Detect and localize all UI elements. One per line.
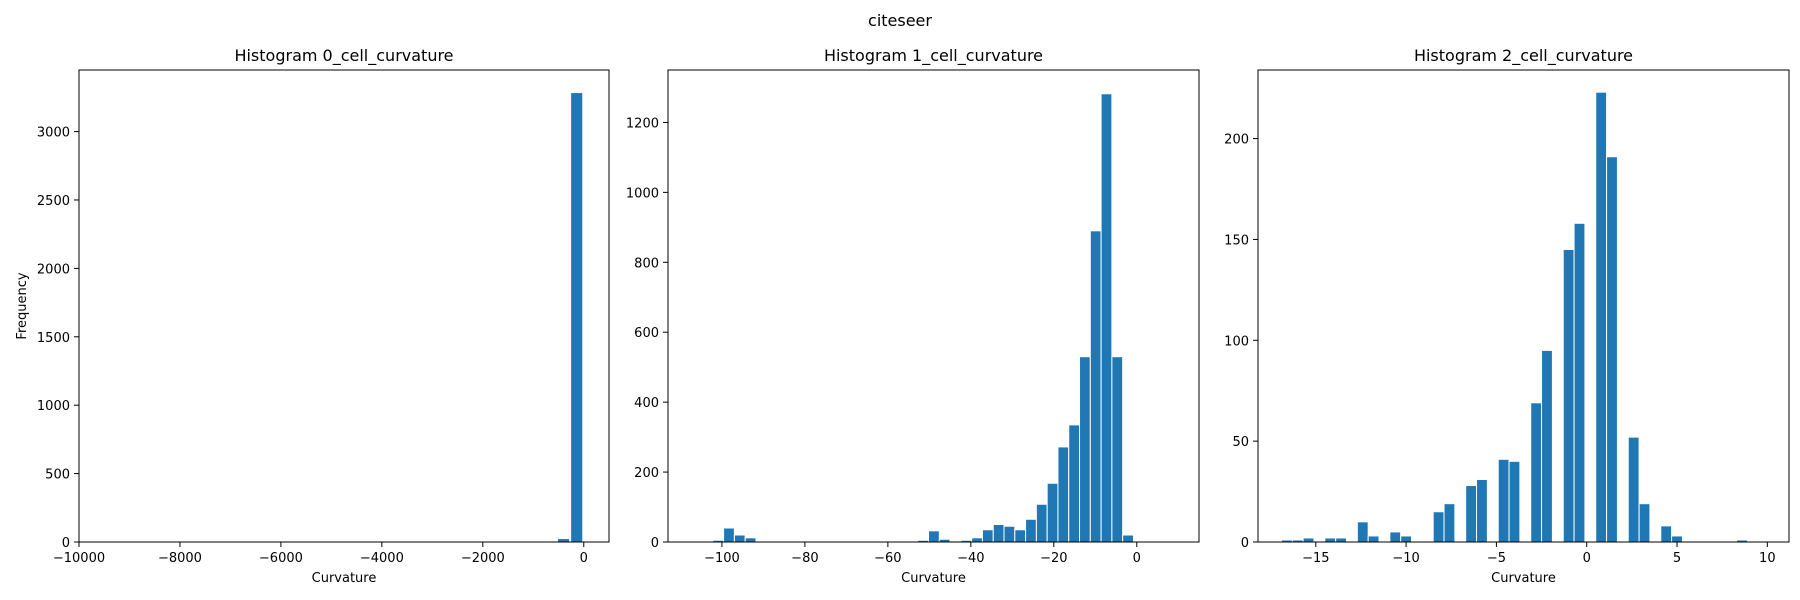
x-tick-label: −100 [704, 551, 740, 566]
x-tick-label: −80 [791, 551, 818, 566]
axes-frame [667, 69, 1200, 543]
x-tick-label: 10 [1759, 551, 1776, 566]
histogram-bar [981, 529, 994, 543]
histogram-bar [1465, 485, 1478, 543]
y-tick-label: 2000 [37, 262, 70, 277]
histogram-bar [1638, 503, 1651, 543]
y-axis-label: Frequency [15, 272, 30, 339]
axes-frame [78, 69, 610, 543]
y-tick-label: 500 [45, 468, 70, 483]
histogram-panel-1: −100 −80 −60 −40 −20 0 0 200 400 600 800 1000 1200 Hi… [626, 46, 1200, 586]
histogram-bar [1606, 156, 1618, 543]
y-tick-label: 3000 [37, 126, 70, 141]
histogram-bar [744, 537, 757, 543]
x-tick-label: −2000 [461, 551, 505, 566]
histogram-bar [1508, 460, 1521, 543]
plot-title: Histogram 0_cell_curvature [234, 46, 453, 66]
histogram-bar [971, 537, 983, 543]
y-tick-label: 0 [1241, 536, 1249, 551]
histogram-bar [1627, 436, 1640, 543]
histogram-bar [1389, 531, 1402, 543]
histogram-bar [1497, 458, 1510, 543]
histogram-bar [1003, 525, 1016, 543]
histogram-bar [1089, 230, 1102, 543]
x-tick-label: −15 [1302, 551, 1329, 566]
histogram-bar [928, 530, 940, 543]
histogram-bar [723, 527, 735, 543]
histogram-bar [733, 534, 746, 543]
histogram-bar [1530, 402, 1543, 543]
x-tick-label: −4000 [360, 551, 404, 566]
x-tick-label: 0 [1133, 551, 1141, 566]
histogram-bar [1562, 249, 1575, 543]
histogram-bar [1335, 537, 1348, 543]
x-tick-label: −60 [874, 551, 901, 566]
x-tick-label: −6000 [259, 551, 303, 566]
histogram-bar [1100, 93, 1113, 543]
histogram-bar [1660, 525, 1673, 543]
histogram-bar [1057, 446, 1070, 543]
axes-frame [1257, 69, 1790, 543]
y-tick-label: 200 [634, 466, 659, 481]
y-tick-label: 400 [634, 396, 659, 411]
histogram-bar [1122, 534, 1134, 543]
x-tick-label: −8000 [158, 551, 202, 566]
histogram-bar [1432, 511, 1445, 543]
y-tick-label: 200 [1224, 133, 1249, 148]
y-tick-label: 1200 [626, 116, 659, 131]
y-tick-label: 0 [651, 536, 659, 551]
x-tick-label: 0 [1583, 551, 1591, 566]
y-tick-label: 2500 [37, 194, 70, 209]
histogram-bar [1111, 356, 1124, 543]
y-tick-label: 100 [1224, 334, 1249, 349]
histogram-bar [570, 92, 584, 543]
x-tick-label: −40 [957, 551, 984, 566]
panels: −10000 −8000 −6000 −4000 −2000 00500100015002… [15, 46, 1790, 586]
histogram-bar [1541, 349, 1553, 543]
histogram-bar [1046, 482, 1059, 543]
histogram-bar [1025, 518, 1037, 543]
histogram-bar [1476, 478, 1488, 543]
histogram-bar [1367, 535, 1380, 543]
y-tick-label: 50 [1232, 435, 1249, 450]
y-tick-label: 150 [1224, 233, 1249, 248]
y-tick-label: 1000 [626, 186, 659, 201]
plot-title: Histogram 1_cell_curvature [824, 46, 1043, 66]
y-tick-label: 600 [634, 326, 659, 341]
histogram-bar [1035, 503, 1048, 543]
histogram-bar [1573, 222, 1586, 543]
histogram-bar [557, 538, 571, 543]
figure-suptitle: citeseer [868, 11, 932, 30]
x-tick-label: −20 [1040, 551, 1067, 566]
histogram-bar [1079, 356, 1091, 543]
histogram-bar [1443, 503, 1456, 543]
histogram-bar [1014, 529, 1027, 543]
histogram-bar [1302, 537, 1315, 543]
x-tick-label: 5 [1673, 551, 1681, 566]
histogram-bar [1595, 91, 1608, 543]
histogram-bar [1356, 521, 1369, 543]
x-tick-label: −10 [1392, 551, 1419, 566]
histogram-panel-0: −10000 −8000 −6000 −4000 −2000 0 0 500 1000 1500 2… [15, 46, 610, 586]
x-axis-label: Curvature [312, 571, 377, 586]
y-tick-label: 800 [634, 256, 659, 271]
histogram-bar [1400, 535, 1413, 543]
histogram-bar [1068, 424, 1081, 543]
y-tick-label: 1000 [37, 399, 70, 414]
plot-title: Histogram 2_cell_curvature [1414, 46, 1633, 66]
y-tick-label: 0 [62, 536, 70, 551]
histogram-bar [992, 524, 1005, 543]
x-tick-label: −5 [1487, 551, 1506, 566]
x-tick-label: −10000 [53, 551, 105, 566]
histogram-bar [1671, 535, 1683, 543]
x-tick-label: 0 [580, 551, 588, 566]
y-tick-label: 1500 [37, 331, 70, 346]
x-axis-label: Curvature [901, 571, 966, 586]
histogram-bar [1324, 537, 1337, 543]
x-axis-label: Curvature [1491, 571, 1556, 586]
